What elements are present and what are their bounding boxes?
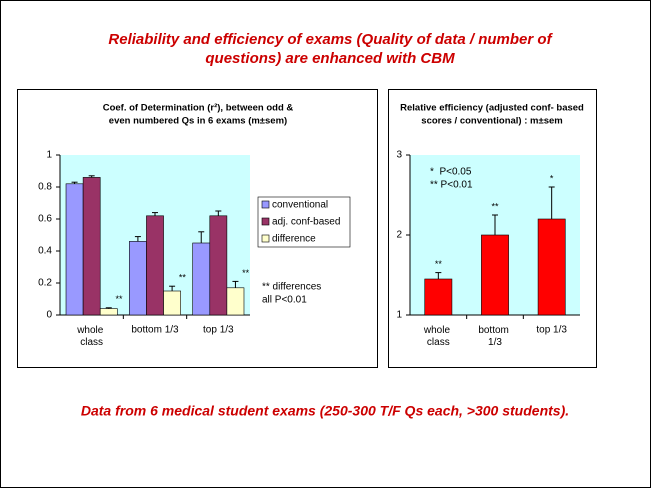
significance-label: **	[491, 201, 499, 211]
bar	[481, 234, 509, 316]
annotation: ** P<0.01	[430, 180, 473, 191]
slide-title: questions) are enhanced with CBM	[205, 50, 455, 67]
significance-label: **	[435, 259, 443, 269]
bar	[537, 218, 566, 316]
annotation: * P<0.05	[430, 167, 472, 178]
bar	[65, 183, 84, 316]
annotation: all P<0.01	[262, 295, 307, 306]
x-tick-label: top 1/3	[203, 325, 234, 336]
bar	[163, 290, 181, 316]
legend-swatch	[261, 234, 270, 243]
bar	[82, 177, 101, 316]
annotation: ** differences	[262, 282, 321, 293]
slide-title: Reliability and efficiency of exams (Qua…	[108, 31, 553, 48]
legend-label: difference	[272, 234, 316, 245]
significance-label: **	[179, 273, 187, 283]
legend-label: adj. conf-based	[272, 217, 340, 228]
bar	[209, 215, 228, 316]
x-tick-label: bottom 1/3	[478, 325, 511, 348]
y-tick-label: 0.8	[38, 182, 52, 193]
bar	[424, 278, 453, 316]
footer: Data from 6 medical student exams (250-3…	[81, 403, 569, 419]
bar	[129, 241, 147, 316]
y-tick-label: 2	[396, 230, 402, 241]
x-tick-label: whole class	[423, 325, 453, 348]
x-tick-label: whole class	[76, 325, 106, 348]
y-tick-label: 0.4	[38, 246, 52, 257]
bar	[99, 308, 118, 316]
chart-title: Coef. of Determination (r²), between odd…	[103, 103, 294, 114]
x-tick-label: top 1/3	[536, 325, 567, 336]
legend-frame	[257, 196, 351, 248]
legend-swatch	[261, 200, 270, 209]
y-tick-label: 0.2	[38, 278, 52, 289]
y-tick-label: 0.6	[38, 214, 52, 225]
legend-swatch	[261, 217, 270, 226]
x-tick-label: bottom 1/3	[131, 325, 179, 336]
y-tick-label: 1	[46, 150, 52, 161]
chart-title: even numbered Qs in 6 exams (m±sem)	[109, 116, 287, 127]
y-tick-label: 1	[396, 310, 402, 321]
significance-label: **	[116, 294, 124, 304]
chart-title: scores / conventional) : m±sem	[421, 116, 562, 127]
bar	[226, 287, 245, 316]
bar	[146, 215, 164, 316]
legend-label: conventional	[272, 200, 328, 211]
y-tick-label: 0	[46, 310, 52, 321]
chart-title: Relative efficiency (adjusted conf- base…	[400, 103, 584, 114]
y-tick-label: 3	[396, 150, 402, 161]
significance-label: **	[242, 268, 250, 278]
significance-label: *	[550, 173, 554, 183]
bar	[192, 242, 211, 316]
